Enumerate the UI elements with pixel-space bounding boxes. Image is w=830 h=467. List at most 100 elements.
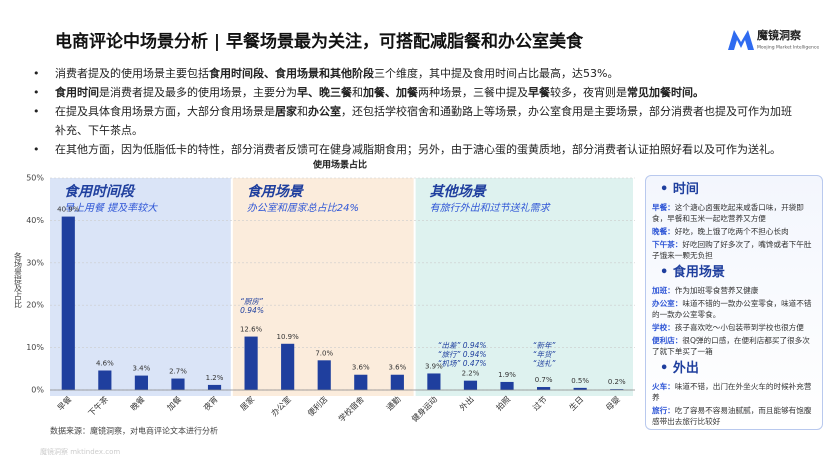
value-label: 0.2% (608, 378, 626, 386)
annotation: “新年” (533, 341, 556, 350)
logo-icon (728, 30, 754, 50)
x-tick-label: 早餐 (56, 395, 74, 413)
value-label: 7.0% (315, 349, 333, 357)
quote-label: 下午茶： (652, 240, 683, 249)
bar (427, 373, 441, 390)
bullet-text: 早、晚三餐 (297, 86, 352, 99)
bullet-text: 和 (297, 105, 308, 118)
value-label: 1.2% (206, 374, 224, 382)
y-tick-label: 40% (26, 216, 44, 225)
value-label: 2.7% (169, 368, 187, 376)
section-heading-text: 外出 (672, 361, 699, 376)
x-tick-label: 加餐 (165, 394, 183, 412)
quote: 旅行：吃了容易不容易油腻腻，而且能够有饱腹感带出去旅行比较好 (652, 405, 816, 427)
annotation: “厨房” (240, 297, 263, 306)
x-tick-label: 生日 (567, 394, 585, 412)
x-tick-label: 晚餐 (128, 394, 146, 412)
bullet-text: 食用时间 (55, 86, 99, 99)
bar (390, 374, 404, 390)
bullet-text: 是消费者提及最多的使用场景，主要分为 (99, 86, 297, 99)
bullet: 消费者提及的使用场景主要包括食用时间段、食用场景和其他阶段三个维度，其中提及食用… (33, 64, 795, 83)
bar (61, 216, 75, 390)
bullet-text: 较多，夜宵则是 (550, 86, 627, 99)
x-tick-label: 健身运动 (409, 394, 439, 424)
quote: 晚餐：好吃，晚上饿了吃两个不担心长肉 (652, 226, 816, 237)
quote-text: 很Q弹的口感，在便利店都买了很多次了就下单买了一箱 (652, 336, 810, 356)
bar (207, 384, 222, 390)
bullet-text: 在提及具体食用场景方面，大部分食用场景是 (55, 105, 275, 118)
annotation: “出差” 0.94% (438, 341, 487, 350)
bar (171, 378, 185, 390)
watermark: 魔镜洞察 mktindex.com (40, 447, 120, 456)
quote-label: 便利店： (652, 336, 683, 345)
bullet-text: 早餐 (528, 86, 550, 99)
section-heading-text: 时间 (672, 182, 699, 197)
quote: 火车：味道不错，出门在外坐火车的时候补充营养 (652, 381, 816, 403)
quote-text: 好吃，晚上饿了吃两个不担心长肉 (674, 227, 789, 236)
quote-label: 旅行： (652, 406, 675, 415)
y-tick-label: 30% (26, 258, 44, 267)
quote-label: 办公室： (652, 299, 683, 308)
bullet-text: 两种场景，三餐中提及 (418, 86, 528, 99)
quote-text: 味道不错，出门在外坐火车的时候补充营养 (652, 382, 812, 402)
bullet-text: 消费者提及的使用场景主要包括 (55, 67, 209, 80)
value-label: 0.7% (535, 376, 553, 384)
x-tick-label: 通勤 (384, 394, 402, 412)
y-tick-label: 0% (31, 386, 44, 395)
bar (537, 387, 551, 390)
section-heading: • 食用场景 (660, 265, 725, 280)
value-label: 12.6% (240, 326, 263, 334)
bar (610, 389, 624, 390)
group-subtitle: 有旅行外出和过节送礼需求 (430, 202, 552, 214)
quote-text: 好吃回购了好多次了，嘴馋或者下午肚子饿来一颗无负担 (652, 240, 812, 260)
side-panel: • 时间 早餐：这个溏心卤蛋吃起来咸香口味，开袋即食，早餐和玉米一起吃营养又方便晚… (645, 175, 823, 430)
bar (134, 375, 148, 390)
quote-text: 这个溏心卤蛋吃起来咸香口味，开袋即食，早餐和玉米一起吃营养又方便 (652, 203, 804, 223)
y-tick-label: 50% (26, 174, 44, 183)
group-subtitle: 早上用餐 提及率较大 (64, 202, 158, 214)
annotation: 0.94% (240, 306, 264, 315)
bullet-text: ，还包括学校宿舍和通勤路上等场景，办公室食用是主要场景，部分消费者也提及可作为加… (55, 105, 792, 137)
bar (244, 336, 258, 390)
group-title: 食用场景 (247, 183, 305, 200)
annotation: “机场” 0.47% (438, 359, 487, 368)
y-tick-label: 10% (26, 343, 44, 352)
bullet: 食用时间是消费者提及最多的使用场景，主要分为早、晚三餐和加餐、加餐两种场景，三餐… (33, 83, 795, 102)
quote-label: 学校： (652, 323, 675, 332)
value-label: 3.6% (352, 364, 370, 372)
value-label: 0.5% (571, 377, 589, 385)
bullet-text: 办公室 (308, 105, 341, 118)
bullet-text: 在其他方面，因为低脂低卡的特性，部分消费者反馈可在健身减脂期食用；另外，由于溏心… (55, 143, 781, 156)
bullet: 在其他方面，因为低脂低卡的特性，部分消费者反馈可在健身减脂期食用；另外，由于溏心… (33, 140, 795, 159)
group-panel (232, 178, 414, 396)
bar (317, 360, 331, 390)
quote-label: 加班： (652, 286, 675, 295)
y-tick-label: 20% (26, 301, 44, 310)
y-axis-label: 各场景提及占比 (14, 251, 23, 309)
x-tick-label: 办公室 (269, 394, 293, 418)
quote: 早餐：这个溏心卤蛋吃起来咸香口味，开袋即食，早餐和玉米一起吃营养又方便 (652, 202, 816, 224)
x-tick-label: 居家 (238, 394, 256, 412)
x-tick-label: 学校宿舍 (336, 394, 366, 424)
annotation: “年货” (533, 350, 556, 359)
x-tick-label: 下午茶 (86, 394, 110, 418)
bullet-text: 食用时间段、食用场景和其他阶段 (209, 67, 374, 80)
value-label: 4.6% (96, 359, 114, 367)
quote: 办公室：味道不错的一款办公室零食，味道不错的一款办公室零食。 (652, 298, 816, 320)
bar (463, 380, 478, 390)
x-tick-label: 过节 (530, 394, 548, 412)
quote: 学校：孩子喜欢吃～小包装带到学校也很方便 (652, 322, 816, 333)
bullet: 在提及具体食用场景方面，大部分食用场景是居家和办公室，还包括学校宿舍和通勤路上等… (33, 102, 795, 140)
bullet-text: 加餐、加餐 (363, 86, 418, 99)
group-title: 食用时间段 (64, 183, 136, 200)
section-heading: • 外出 (660, 361, 699, 376)
annotation: “送礼” (533, 359, 556, 368)
quote-label: 早餐： (652, 203, 675, 212)
group-panel (415, 178, 633, 396)
x-tick-label: 外出 (457, 394, 475, 412)
quote: 下午茶：好吃回购了好多次了，嘴馋或者下午肚子饿来一颗无负担 (652, 239, 816, 261)
x-tick-label: 拍照 (494, 394, 512, 412)
bar (281, 343, 295, 390)
x-tick-label: 便利店 (305, 394, 329, 418)
x-tick-label: 母婴 (604, 395, 622, 413)
